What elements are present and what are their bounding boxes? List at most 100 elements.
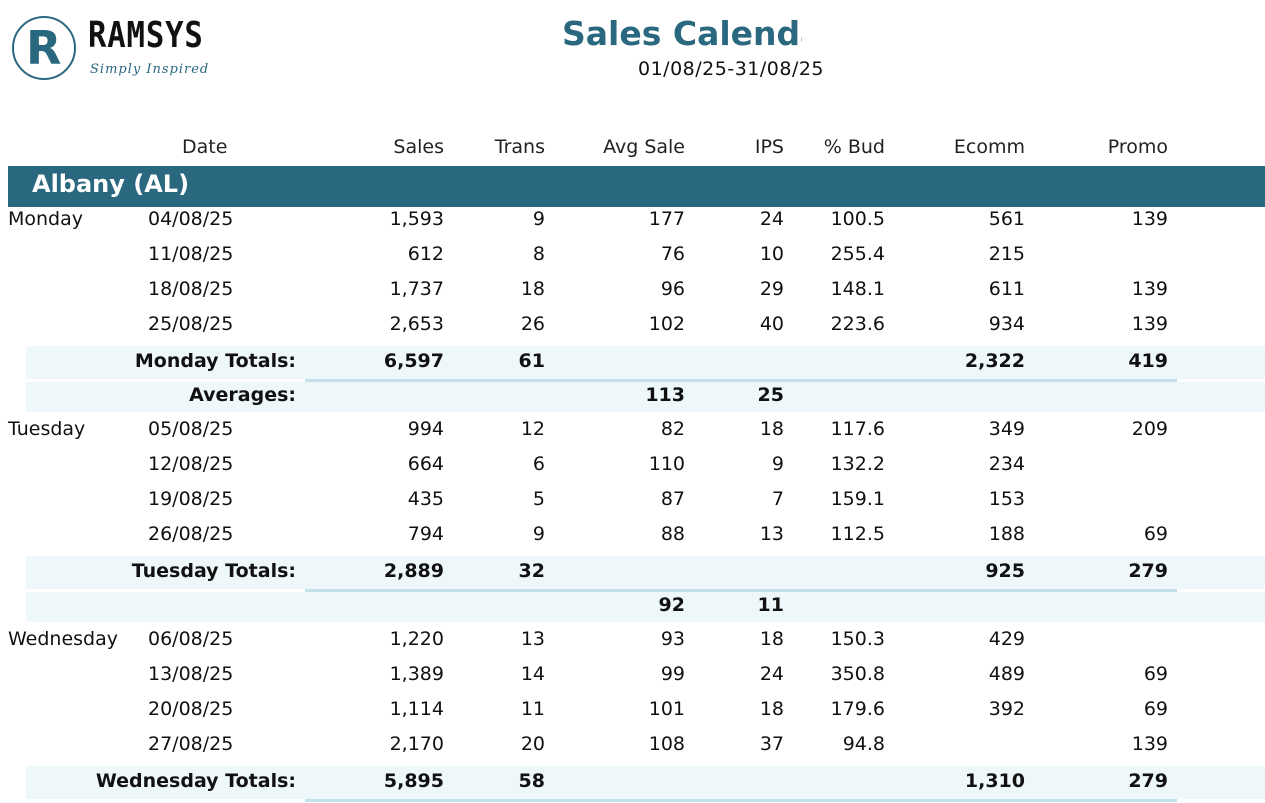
cell-date: 25/08/25 [148,313,234,335]
cell-ecomm: 349 [988,418,1025,440]
table-row: 12/08/25 664 6 110 9 132.2 234 [0,449,1265,484]
cell-sales: 1,737 [389,278,444,300]
averages-label: Averages: [189,384,296,406]
cell-avg-sale: 177 [648,208,685,230]
cell-sales: 794 [407,523,444,545]
averages-row: Averages: 113 25 [26,382,1265,412]
cell-sales: 994 [407,418,444,440]
weekday-label: Monday [8,208,84,230]
ramsys-logo: R RAMSYS Simply Inspired [12,14,212,86]
logo-brand: RAMSYS [88,15,204,56]
report-date-range: 01/08/25-31/08/25 [638,58,825,80]
cell-sales: 1,220 [389,628,444,650]
cell-ips: 10 [759,243,784,265]
col-header-sales: Sales [393,136,444,158]
weekday-label: Wednesday [8,628,119,650]
total-promo: 279 [1128,560,1168,582]
table-row: Tuesday 05/08/25 994 12 82 18 117.6 349 209 [0,414,1265,449]
cell-sales: 1,389 [389,663,444,685]
cell-promo: 69 [1143,523,1168,545]
cell-ecomm: 392 [988,698,1025,720]
cell-sales: 435 [407,488,444,510]
cell-ecomm: 234 [988,453,1025,475]
cell-pct-bud: 159.1 [830,488,885,510]
col-header-trans: Trans [494,136,545,158]
cell-sales: 612 [407,243,444,265]
cell-pct-bud: 255.4 [830,243,885,265]
cell-date: 27/08/25 [148,733,234,755]
total-promo: 279 [1128,770,1168,792]
cell-avg-sale: 102 [648,313,685,335]
logo-letter: R [26,21,62,75]
logo-tagline: Simply Inspired [90,62,210,77]
cell-date: 13/08/25 [148,663,234,685]
cell-pct-bud: 150.3 [830,628,885,650]
cell-trans: 12 [520,418,545,440]
total-trans: 58 [518,770,545,792]
cell-ecomm: 561 [988,208,1025,230]
totals-divider [305,799,1177,802]
cell-avg-sale: 101 [648,698,685,720]
average-avg-sale: 92 [658,594,685,616]
col-header-promo: Promo [1107,136,1168,158]
average-ips: 11 [757,594,784,616]
col-header-date: Date [182,136,228,158]
total-sales: 2,889 [383,560,444,582]
cell-ips: 29 [759,278,784,300]
averages-row: 92 11 [26,592,1265,622]
cell-date: 06/08/25 [148,628,234,650]
col-header-ips: IPS [754,136,784,158]
cell-ips: 37 [759,733,784,755]
cell-trans: 18 [520,278,545,300]
table-row: 19/08/25 435 5 87 7 159.1 153 [0,484,1265,519]
cell-avg-sale: 110 [648,453,685,475]
cell-promo: 209 [1131,418,1168,440]
cell-sales: 1,114 [389,698,444,720]
cell-avg-sale: 82 [660,418,685,440]
total-sales: 6,597 [383,350,444,372]
cell-date: 18/08/25 [148,278,234,300]
cell-trans: 6 [532,453,545,475]
cell-date: 12/08/25 [148,453,234,475]
cell-ecomm: 153 [988,488,1025,510]
cell-avg-sale: 88 [660,523,685,545]
total-ecomm: 1,310 [964,770,1025,792]
cell-date: 26/08/25 [148,523,234,545]
cell-trans: 20 [520,733,545,755]
table-row: Wednesday 06/08/25 1,220 13 93 18 150.3 429 [0,624,1265,659]
cell-ips: 40 [759,313,784,335]
cell-promo: 139 [1131,313,1168,335]
cell-pct-bud: 112.5 [830,523,885,545]
cell-ips: 18 [759,418,784,440]
totals-label: Monday Totals: [134,350,296,372]
cell-trans: 14 [520,663,545,685]
store-name: Albany (AL) [32,170,190,198]
cell-ips: 24 [759,208,784,230]
cell-pct-bud: 117.6 [830,418,885,440]
cell-date: 05/08/25 [148,418,234,440]
cell-date: 19/08/25 [148,488,234,510]
cell-trans: 26 [520,313,545,335]
table-row: 26/08/25 794 9 88 13 112.5 188 69 [0,519,1265,554]
cell-ecomm: 611 [988,278,1025,300]
cell-pct-bud: 223.6 [830,313,885,335]
cell-avg-sale: 93 [660,628,685,650]
table-row: 20/08/25 1,114 11 101 18 179.6 392 69 [0,694,1265,729]
col-header-avg-sale: Avg Sale [603,136,685,158]
cell-promo: 139 [1131,278,1168,300]
total-ecomm: 2,322 [964,350,1025,372]
totals-row: Monday Totals: 6,597 61 2,322 419 [26,346,1265,379]
cell-pct-bud: 132.2 [830,453,885,475]
cell-trans: 9 [532,523,545,545]
col-header-ecomm: Ecomm [953,136,1025,158]
average-ips: 25 [757,384,784,406]
cell-ips: 18 [759,628,784,650]
table-row: 13/08/25 1,389 14 99 24 350.8 489 69 [0,659,1265,694]
col-header-pct-bud: % Bud [823,136,885,158]
cell-ips: 18 [759,698,784,720]
cell-ecomm: 429 [988,628,1025,650]
totals-label: Tuesday Totals: [131,560,296,582]
cell-avg-sale: 99 [660,663,685,685]
total-trans: 32 [518,560,545,582]
cell-avg-sale: 108 [648,733,685,755]
